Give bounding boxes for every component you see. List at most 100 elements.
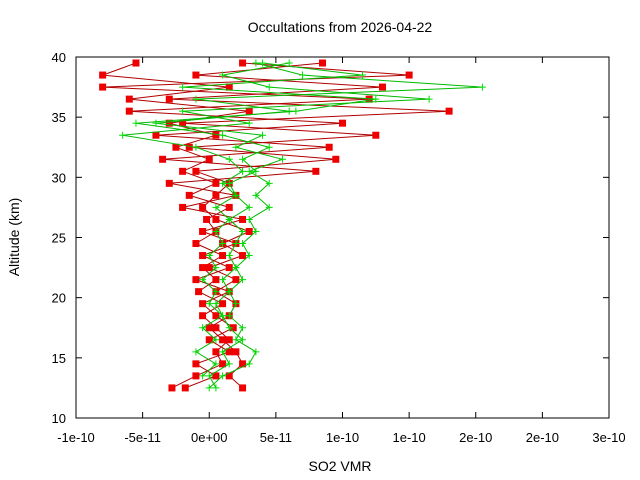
data-point-cross: [179, 83, 187, 91]
data-point-cross: [265, 143, 273, 151]
data-point-square: [159, 155, 167, 163]
series-line: [135, 62, 376, 377]
data-point-square: [199, 252, 207, 260]
x-tick-label: 5e-11: [260, 430, 292, 445]
data-point-square: [225, 203, 233, 211]
data-point-square: [192, 167, 200, 175]
data-point-square: [199, 300, 207, 308]
data-point-square: [212, 179, 220, 187]
data-point-cross: [219, 372, 227, 380]
data-point-square: [199, 227, 207, 235]
data-point-cross: [232, 264, 240, 272]
data-point-cross: [279, 155, 287, 163]
data-point-square: [232, 276, 240, 284]
series-line: [169, 62, 450, 389]
data-point-square: [179, 203, 187, 211]
data-point-cross: [425, 95, 433, 103]
data-point-square: [225, 264, 233, 272]
data-point-cross: [245, 252, 253, 260]
data-point-square: [212, 372, 220, 380]
data-point-square: [212, 348, 220, 356]
data-point-square: [205, 324, 213, 332]
data-point-cross: [239, 324, 247, 332]
data-point-cross: [245, 360, 253, 368]
data-point-cross: [372, 95, 380, 103]
series-line: [102, 62, 410, 389]
data-point-cross: [212, 360, 220, 368]
data-point-cross: [219, 240, 227, 248]
data-point-cross: [199, 324, 207, 332]
data-point-square: [245, 107, 253, 115]
plot-frame: [75, 56, 610, 419]
data-point-cross: [239, 155, 247, 163]
data-point-cross: [239, 167, 247, 175]
data-point-cross: [478, 83, 486, 91]
series-line: [122, 62, 430, 389]
data-point-square: [225, 348, 233, 356]
data-point-square: [168, 384, 176, 392]
data-point-cross: [232, 336, 240, 344]
data-point-square: [372, 131, 380, 139]
data-point-cross: [259, 131, 267, 139]
data-point-cross: [205, 372, 213, 380]
data-point-cross: [205, 252, 213, 260]
data-point-square: [212, 191, 220, 199]
data-point-square: [219, 252, 227, 260]
data-point-square: [312, 167, 320, 175]
data-point-square: [192, 276, 200, 284]
data-point-square: [185, 143, 193, 151]
data-point-square: [219, 360, 227, 368]
data-point-square: [192, 71, 200, 79]
data-point-cross: [132, 119, 140, 127]
data-point-cross: [232, 240, 240, 248]
data-point-cross: [252, 167, 260, 175]
data-point-square: [339, 119, 346, 127]
x-tick-label: 2e-10: [526, 430, 559, 445]
data-point-cross: [265, 83, 273, 91]
data-point-square: [212, 131, 220, 139]
x-tick-label: -5e-11: [124, 430, 161, 445]
series-layer: [99, 59, 486, 392]
series-line: [102, 62, 250, 389]
data-point-cross: [239, 336, 247, 344]
data-point-square: [239, 360, 247, 368]
data-point-square: [445, 107, 453, 115]
data-point-square: [325, 143, 333, 151]
data-point-cross: [232, 300, 240, 308]
data-point-cross: [219, 131, 227, 139]
series-2: [99, 59, 413, 392]
data-point-square: [195, 288, 203, 296]
data-point-cross: [252, 348, 260, 356]
data-point-square: [125, 95, 133, 103]
chart-title: Occultations from 2026-04-22: [248, 19, 433, 35]
data-point-square: [181, 384, 189, 392]
x-tick-label: 2e-10: [459, 430, 492, 445]
y-tick-label: 25: [52, 231, 66, 246]
data-point-square: [245, 227, 253, 235]
data-point-cross: [192, 143, 200, 151]
data-point-square: [225, 83, 233, 91]
x-tick-label: -1e-10: [57, 430, 95, 445]
data-point-cross: [212, 288, 220, 296]
data-point-square: [239, 384, 247, 392]
data-point-square: [332, 155, 340, 163]
data-point-cross: [212, 384, 220, 392]
data-point-square: [239, 215, 247, 223]
data-point-square: [205, 155, 213, 163]
data-point-square: [99, 83, 107, 91]
data-point-cross: [292, 107, 300, 115]
data-point-cross: [212, 264, 220, 272]
data-point-square: [192, 240, 200, 248]
x-tick-label: 0e+00: [191, 430, 228, 445]
series-6: [132, 59, 380, 380]
data-point-cross: [259, 59, 267, 67]
data-point-cross: [239, 276, 247, 284]
x-tick-label: 3e-10: [592, 430, 625, 445]
data-point-square: [152, 131, 160, 139]
y-tick-label: 10: [52, 411, 66, 426]
data-point-square: [203, 215, 211, 223]
y-tick-label: 35: [52, 110, 66, 125]
data-point-square: [192, 372, 200, 380]
data-point-cross: [212, 227, 220, 235]
